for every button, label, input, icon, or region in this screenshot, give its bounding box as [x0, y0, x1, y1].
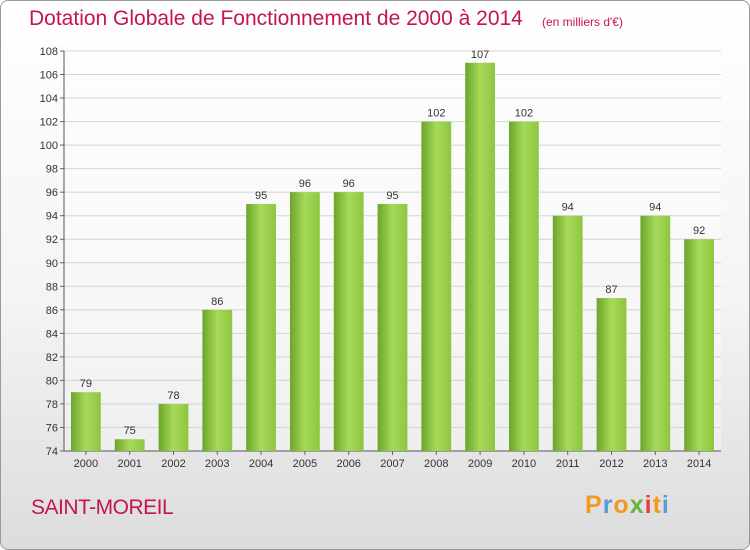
y-tick-label: 90	[46, 258, 58, 270]
x-tick-label: 2002	[161, 458, 185, 470]
logo-letter: x	[629, 491, 645, 519]
y-tick-label: 84	[46, 328, 58, 340]
x-tick-label: 2003	[205, 458, 229, 470]
data-label: 86	[211, 296, 223, 308]
proxiti-logo: Proxiti	[585, 491, 670, 520]
x-tick-label: 2000	[74, 458, 98, 470]
y-tick-label: 74	[46, 446, 58, 458]
x-tick-label: 2010	[512, 458, 536, 470]
bar	[246, 203, 276, 451]
x-tick-label: 2013	[643, 458, 667, 470]
data-label: 96	[343, 178, 355, 190]
bar	[114, 439, 145, 451]
logo-letter: r	[602, 491, 614, 519]
chart-title: Dotation Globale de Fonctionnement de 20…	[29, 7, 523, 30]
y-tick-label: 100	[40, 140, 58, 152]
data-label: 102	[515, 108, 533, 120]
y-tick-label: 82	[46, 352, 58, 364]
bar	[290, 192, 320, 452]
y-tick-label: 102	[40, 117, 58, 129]
bar	[596, 298, 627, 451]
x-tick-label: 2012	[599, 458, 623, 470]
y-tick-label: 92	[46, 234, 58, 246]
logo-letter: P	[585, 491, 603, 519]
data-label: 102	[427, 108, 445, 120]
y-tick-label: 76	[46, 422, 58, 434]
y-tick-label: 98	[46, 164, 58, 176]
bar	[640, 215, 671, 451]
x-tick-label: 2004	[249, 458, 273, 470]
logo-letter: i	[644, 491, 653, 519]
y-tick-label: 78	[46, 399, 58, 411]
data-label: 94	[649, 202, 661, 214]
bar	[158, 403, 189, 451]
data-label: 94	[562, 202, 574, 214]
x-tick-label: 2011	[556, 458, 580, 470]
chart-unit: (en milliers d'€)	[542, 15, 623, 29]
bar	[552, 215, 583, 451]
x-tick-label: 2009	[468, 458, 492, 470]
logo-letter: i	[661, 491, 670, 519]
data-label: 87	[605, 284, 617, 296]
x-tick-label: 2007	[380, 458, 404, 470]
logo-letter: t	[652, 491, 662, 519]
x-tick-label: 2006	[336, 458, 360, 470]
bar	[333, 192, 364, 452]
bar	[684, 239, 714, 451]
data-label: 96	[299, 178, 311, 190]
y-tick-label: 88	[46, 281, 58, 293]
x-tick-label: 2001	[117, 458, 141, 470]
data-label: 92	[693, 225, 705, 237]
bar	[421, 121, 452, 452]
commune-name: SAINT-MOREIL	[31, 496, 174, 519]
y-tick-label: 80	[46, 375, 58, 387]
data-label: 79	[80, 378, 92, 390]
x-tick-label: 2014	[687, 458, 711, 470]
x-tick-label: 2008	[424, 458, 448, 470]
data-label: 107	[471, 49, 489, 61]
y-tick-label: 94	[46, 211, 58, 223]
x-tick-label: 2005	[293, 458, 317, 470]
data-label: 78	[167, 390, 179, 402]
data-label: 95	[255, 190, 267, 202]
bar	[509, 121, 539, 452]
logo-letter: o	[613, 491, 630, 519]
bar	[465, 62, 495, 451]
data-label: 75	[124, 425, 136, 437]
y-tick-label: 108	[40, 46, 58, 58]
bar	[377, 203, 408, 451]
y-tick-label: 96	[46, 187, 58, 199]
y-tick-label: 104	[40, 93, 58, 105]
y-tick-label: 86	[46, 305, 58, 317]
data-label: 95	[386, 190, 398, 202]
bar	[71, 392, 101, 451]
bar	[202, 309, 233, 451]
y-tick-label: 106	[40, 70, 58, 82]
